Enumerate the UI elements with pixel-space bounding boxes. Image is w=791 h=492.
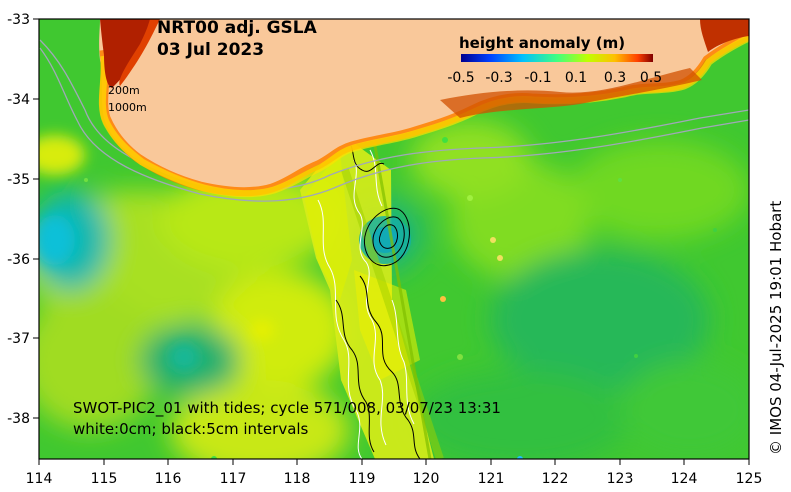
map-title: NRT00 adj. GSLA: [157, 18, 318, 38]
x-tick-label: 114: [26, 471, 53, 487]
y-tick-label: -37: [7, 331, 30, 347]
colorbar-tick: 0.3: [604, 70, 626, 86]
x-tick-label: 125: [736, 471, 763, 487]
y-tick-label: -35: [7, 172, 30, 188]
swot-swath: [300, 136, 444, 459]
x-tick-label: 115: [91, 471, 118, 487]
colorbar-gradient: [461, 54, 653, 62]
x-tick-label: 124: [671, 471, 698, 487]
x-axis: 114 115 116 117 118 119 120 121 122 123 …: [26, 459, 763, 487]
y-tick-label: -33: [7, 12, 30, 28]
x-tick-label: 117: [220, 471, 247, 487]
x-tick-label: 118: [284, 471, 311, 487]
colorbar-legend: height anomaly (m) -0.5 -0.3 -0.1 0.1 0.…: [447, 34, 662, 86]
x-tick-label: 119: [349, 471, 376, 487]
x-tick-label: 123: [607, 471, 634, 487]
depth-label-200m: 200m: [108, 84, 140, 97]
x-tick-label: 120: [413, 471, 440, 487]
x-tick-label: 116: [155, 471, 182, 487]
colorbar-tick: -0.1: [524, 70, 551, 86]
y-tick-label: -38: [7, 411, 30, 427]
colorbar-tick: -0.5: [447, 70, 474, 86]
colorbar-tick: -0.3: [485, 70, 512, 86]
imos-credit: © IMOS 04-Jul-2025 19:01 Hobart: [767, 201, 785, 455]
anomaly-field: [39, 19, 749, 459]
depth-label-1000m: 1000m: [108, 101, 147, 114]
y-tick-label: -34: [7, 92, 30, 108]
x-tick-label: 121: [478, 471, 505, 487]
y-tick-label: -36: [7, 252, 30, 268]
contour-caption: white:0cm; black:5cm intervals: [73, 420, 309, 438]
colorbar-tick: 0.5: [640, 70, 662, 86]
x-tick-label: 122: [542, 471, 569, 487]
map-date: 03 Jul 2023: [157, 40, 264, 60]
swot-caption: SWOT-PIC2_01 with tides; cycle 571/008, …: [73, 399, 501, 418]
colorbar-tick: 0.1: [565, 70, 587, 86]
y-axis: -33 -34 -35 -36 -37 -38: [7, 12, 39, 427]
plot-frame: [38, 18, 750, 460]
colorbar-title: height anomaly (m): [459, 34, 625, 52]
